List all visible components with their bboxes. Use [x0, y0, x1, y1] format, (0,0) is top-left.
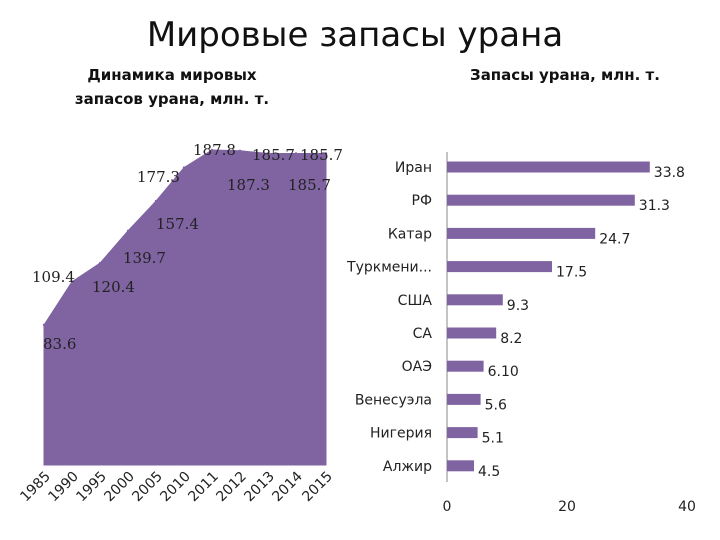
- page-title: Мировые запасы урана: [147, 15, 563, 55]
- area-data-label: 109.4: [32, 268, 75, 286]
- area-x-tick: 2012: [213, 469, 250, 506]
- bar-x-tick: 0: [443, 499, 452, 515]
- area-x-tick: 2011: [185, 469, 222, 506]
- bar-value-label: 6.10: [488, 364, 519, 380]
- bar-8: [447, 427, 478, 439]
- bar-category-label: Иран: [395, 160, 432, 176]
- area-point: [126, 229, 130, 232]
- bar-2: [447, 227, 596, 239]
- bar-value-label: 8.2: [500, 331, 522, 347]
- area-point: [238, 149, 242, 152]
- bar-value-label: 24.7: [599, 231, 630, 247]
- bar-category-label: Алжир: [383, 459, 432, 475]
- bar-x-tick: 40: [678, 499, 696, 515]
- area-data-label: 185.7: [252, 146, 295, 164]
- area-series: [43, 149, 327, 466]
- area-x-tick: 1990: [45, 469, 82, 506]
- bar-category-label: Туркмени...: [346, 260, 432, 276]
- area-chart: Динамика мировых запасов урана, млн. т. …: [17, 66, 343, 505]
- area-data-label: 187.3: [227, 176, 270, 194]
- area-data-label: 185.7: [300, 146, 343, 164]
- area-point: [70, 280, 74, 283]
- area-data-label: 185.7: [288, 176, 331, 194]
- area-point: [154, 199, 158, 203]
- bar-6: [447, 360, 484, 372]
- bar-value-label: 5.6: [485, 397, 507, 413]
- area-x-tick: 1985: [17, 469, 54, 506]
- bar-0: [447, 161, 650, 173]
- area-chart-title-line-2: запасов урана, млн. т.: [75, 90, 269, 108]
- bar-3: [447, 261, 552, 273]
- bar-category-label: СА: [413, 326, 433, 342]
- bar-5: [447, 327, 497, 339]
- area-data-label: 177.3: [137, 168, 180, 186]
- bar-category-label: РФ: [412, 193, 433, 209]
- area-point: [98, 262, 102, 265]
- area-x-tick: 2013: [241, 469, 278, 506]
- bar-value-label: 9.3: [507, 298, 529, 314]
- area-x-tick: 2015: [299, 469, 336, 506]
- area-x-tick: 1995: [73, 469, 110, 506]
- bar-value-label: 31.3: [639, 198, 670, 214]
- area-x-tick: 2010: [157, 469, 194, 506]
- bar-category-label: Катар: [388, 226, 432, 242]
- area-data-label: 120.4: [92, 278, 135, 296]
- bar-x-tick: 20: [558, 499, 576, 515]
- bar-value-label: 33.8: [654, 165, 685, 181]
- bar-category-label: Нигерия: [370, 426, 432, 442]
- bar-value-label: 4.5: [478, 464, 500, 480]
- area-point: [42, 323, 46, 327]
- bar-4: [447, 294, 503, 306]
- area-x-tick: 2005: [129, 469, 166, 506]
- bar-category-label: Венесуэла: [355, 392, 432, 408]
- area-data-label: 157.4: [156, 215, 199, 233]
- area-x-tick: 2000: [101, 469, 138, 506]
- area-chart-title-line-1: Динамика мировых: [87, 66, 257, 84]
- bar-chart: Запасы урана, млн. т. Иран 33.8 РФ 31.3 Ката…: [346, 66, 696, 515]
- bar-7: [447, 393, 481, 405]
- area-data-label: 83.6: [43, 335, 76, 353]
- area-x-tick: 2014: [269, 469, 306, 506]
- bar-category-label: ОАЭ: [402, 359, 432, 375]
- bar-value-label: 5.1: [482, 431, 504, 447]
- area-point: [266, 152, 270, 155]
- bar-category-label: США: [398, 293, 433, 309]
- area-point: [294, 152, 298, 155]
- bar-1: [447, 194, 635, 206]
- area-point: [210, 148, 214, 152]
- area-data-label: 187.8: [193, 141, 236, 159]
- bar-chart-title: Запасы урана, млн. т.: [470, 66, 660, 84]
- bar-9: [447, 460, 474, 472]
- area-point: [182, 166, 186, 169]
- bar-value-label: 17.5: [556, 265, 587, 281]
- area-data-label: 139.7: [123, 249, 166, 267]
- area-point: [324, 152, 328, 155]
